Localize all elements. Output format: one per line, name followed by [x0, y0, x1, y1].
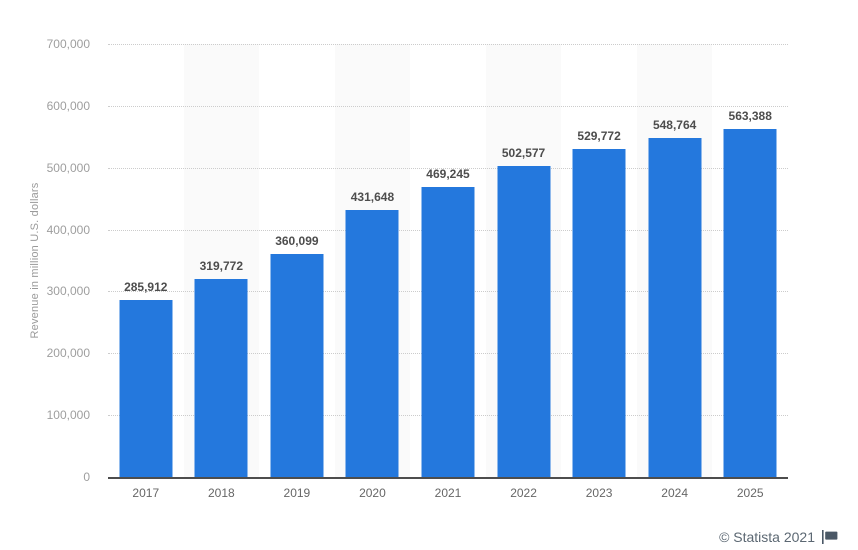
bar-value-label-2019: 360,099 [275, 234, 319, 249]
gridline-500,000 [108, 167, 788, 169]
bar-value-label-2021: 469,245 [426, 166, 470, 181]
bar-2019[interactable] [270, 254, 324, 477]
y-tick-label-200,000: 200,000 [46, 346, 90, 361]
y-tick-label-100,000: 100,000 [46, 408, 90, 423]
bar-value-label-2018: 319,772 [199, 259, 244, 274]
x-tick-label-2022: 2022 [510, 486, 537, 500]
bar-2021[interactable] [421, 186, 475, 477]
bar-2023[interactable] [572, 149, 626, 477]
x-tick-label-2023: 2023 [585, 486, 613, 500]
x-tick-label-2024: 2024 [661, 486, 688, 500]
bar-column-2023: 529,772 [561, 44, 637, 477]
bar-value-label-2017: 285,912 [124, 280, 168, 295]
bar-column-2025: 563,388 [712, 44, 788, 477]
y-tick-label-700,000: 700,000 [46, 37, 90, 51]
bar-column-2021: 469,245 [410, 44, 486, 477]
bar-2018[interactable] [194, 279, 248, 477]
bar-column-2018: 319,772 [184, 44, 260, 477]
x-tick-label-2025: 2025 [736, 486, 764, 500]
bar-2025[interactable] [723, 128, 777, 477]
x-tick-label-2021: 2021 [434, 486, 462, 500]
flag-icon [822, 530, 838, 544]
bar-2024[interactable] [648, 137, 702, 477]
x-tick-label-2017: 2017 [132, 486, 160, 500]
bar-2017[interactable] [119, 300, 173, 477]
y-tick-label-300,000: 300,000 [46, 284, 90, 299]
y-tick-label-0: 0 [83, 470, 90, 484]
y-tick-label-400,000: 400,000 [46, 222, 90, 237]
bar-value-label-2024: 548,764 [652, 117, 697, 132]
chart-footer: © Statista 2021 [719, 529, 838, 545]
bar-column-2019: 360,099 [259, 44, 335, 477]
x-tick-label-2019: 2019 [283, 486, 311, 500]
bar-2020[interactable] [345, 210, 399, 477]
bar-value-label-2020: 431,648 [350, 190, 395, 204]
bar-column-2024: 548,764 [637, 44, 713, 477]
bar-2022[interactable] [497, 166, 551, 477]
bar-value-label-2025: 563,388 [728, 108, 772, 123]
y-tick-label-500,000: 500,000 [46, 160, 90, 175]
bar-value-label-2023: 529,772 [577, 129, 621, 144]
gridline-700,000 [108, 44, 788, 45]
bar-column-2022: 502,577 [486, 44, 562, 477]
x-tick-label-2020: 2020 [359, 486, 386, 500]
plot-area: 285,912 319,772 360,099 431,648 469,245 502,5… [108, 44, 788, 479]
x-tick-label-2018: 2018 [207, 486, 235, 500]
bar-value-label-2022: 502,577 [501, 146, 546, 161]
y-tick-label-600,000: 600,000 [46, 98, 90, 113]
bar-column-2017: 285,912 [108, 44, 184, 477]
bar-column-2020: 431,648 [335, 44, 411, 477]
statista-copyright-link[interactable]: © Statista 2021 [719, 529, 815, 545]
gridline-600,000 [108, 105, 788, 107]
